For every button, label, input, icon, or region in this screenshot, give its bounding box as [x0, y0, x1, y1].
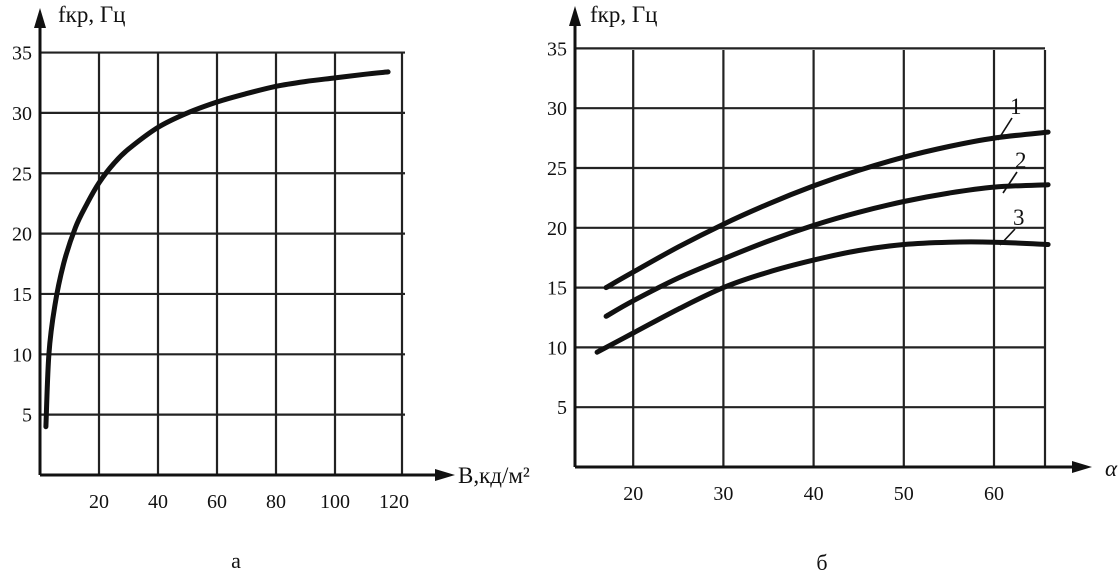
x-axis-arrow-b [1072, 461, 1092, 473]
panel-label-b: б [816, 550, 827, 574]
ytick-label-b: 15 [547, 278, 567, 300]
series-label-b-2: 2 [1015, 148, 1027, 173]
x-axis-arrow-a [435, 469, 455, 481]
series-leader-b-1 [997, 117, 1013, 141]
series-label-b-1: 1 [1010, 94, 1022, 119]
xtick-label-b: 60 [984, 483, 1004, 505]
x-axis-label-a: B,кд/м² [458, 463, 530, 488]
ytick-label-b: 30 [547, 98, 567, 120]
xtick-label-a: 100 [320, 491, 350, 513]
series-line-b-1 [603, 129, 1051, 291]
panel-label-a: а [231, 548, 241, 573]
ytick-label-a: 5 [22, 405, 32, 427]
chart-panel-b: 5 10 15 20 25 30 35 20 30 40 50 60 α fкр, Гц б 1 2 3 [547, 2, 1118, 574]
ytick-label-a: 20 [12, 224, 32, 246]
series-line-b-3 [594, 239, 1051, 355]
ytick-label-b: 20 [547, 218, 567, 240]
chart-panel-a: 5 10 15 20 25 30 35 20 40 60 80 100 120 B,кд/м² fкр, Г… [12, 2, 530, 573]
xtick-label-b: 40 [804, 483, 824, 505]
xtick-label-b: 30 [713, 483, 733, 505]
ytick-label-b: 35 [547, 38, 567, 60]
y-axis-arrow-b [569, 6, 581, 26]
series-line-a-1 [43, 69, 391, 430]
series-label-b-3: 3 [1013, 205, 1025, 230]
y-axis-arrow-a [34, 8, 46, 28]
xtick-label-b: 50 [894, 483, 914, 505]
ytick-label-a: 15 [12, 284, 32, 306]
xtick-label-a: 60 [207, 491, 227, 513]
xtick-label-a: 20 [89, 491, 109, 513]
xtick-label-a: 120 [379, 491, 409, 513]
ytick-label-b: 25 [547, 158, 567, 180]
series-leader-b-3 [999, 228, 1016, 246]
xtick-label-a: 80 [266, 491, 286, 513]
y-axis-label-b: fкр, Гц [590, 2, 657, 27]
ytick-label-b: 10 [547, 337, 567, 359]
xtick-label-b: 20 [623, 483, 643, 505]
series-leader-b-2 [1002, 171, 1018, 194]
ytick-label-b: 5 [557, 397, 567, 419]
xtick-label-a: 40 [148, 491, 168, 513]
ytick-label-a: 10 [12, 344, 32, 366]
y-axis-label-a: fкр, Гц [58, 2, 125, 27]
series-line-b-2 [603, 182, 1051, 319]
ytick-label-a: 35 [12, 43, 32, 65]
x-axis-label-b: α [1105, 456, 1118, 481]
ytick-label-a: 25 [12, 163, 32, 185]
ytick-label-a: 30 [12, 103, 32, 125]
